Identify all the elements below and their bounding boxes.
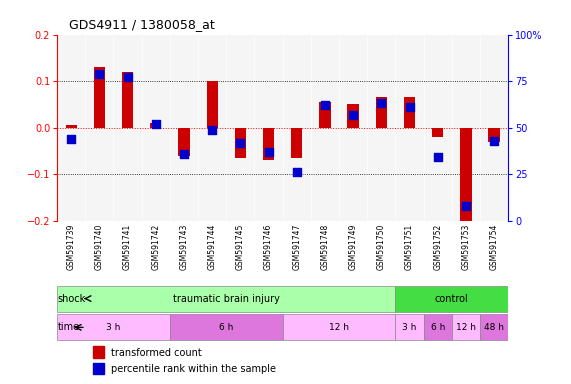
Text: time: time bbox=[58, 322, 80, 333]
Text: percentile rank within the sample: percentile rank within the sample bbox=[111, 364, 276, 374]
Bar bbox=[94, 67, 105, 127]
Point bbox=[348, 112, 357, 118]
Text: GSM591750: GSM591750 bbox=[377, 224, 386, 270]
Text: 6 h: 6 h bbox=[219, 323, 234, 332]
Text: GSM591749: GSM591749 bbox=[349, 224, 357, 270]
FancyBboxPatch shape bbox=[57, 314, 170, 340]
Bar bbox=[93, 346, 104, 358]
Bar bbox=[488, 127, 500, 142]
Text: 48 h: 48 h bbox=[484, 323, 504, 332]
Bar bbox=[432, 127, 443, 137]
Text: GSM591745: GSM591745 bbox=[236, 224, 245, 270]
Text: GSM591739: GSM591739 bbox=[67, 224, 76, 270]
Text: GSM591753: GSM591753 bbox=[461, 224, 471, 270]
Bar bbox=[235, 127, 246, 158]
FancyBboxPatch shape bbox=[395, 286, 508, 311]
Text: GSM591744: GSM591744 bbox=[208, 224, 216, 270]
Bar bbox=[122, 72, 133, 127]
Point bbox=[461, 203, 471, 209]
Point bbox=[208, 126, 217, 132]
Text: 6 h: 6 h bbox=[431, 323, 445, 332]
Bar bbox=[348, 104, 359, 127]
Bar bbox=[207, 81, 218, 127]
FancyBboxPatch shape bbox=[424, 314, 452, 340]
Point bbox=[264, 149, 273, 155]
Text: shock: shock bbox=[58, 293, 86, 304]
Point bbox=[95, 71, 104, 77]
Bar bbox=[319, 102, 331, 127]
Bar bbox=[263, 127, 274, 160]
FancyBboxPatch shape bbox=[57, 286, 395, 311]
Text: GSM591751: GSM591751 bbox=[405, 224, 414, 270]
FancyBboxPatch shape bbox=[170, 314, 283, 340]
FancyBboxPatch shape bbox=[283, 314, 395, 340]
FancyBboxPatch shape bbox=[480, 314, 508, 340]
Point bbox=[377, 100, 386, 106]
Point bbox=[320, 102, 329, 108]
Text: GSM591752: GSM591752 bbox=[433, 224, 442, 270]
Point bbox=[489, 137, 498, 144]
Bar bbox=[460, 127, 472, 225]
FancyBboxPatch shape bbox=[452, 314, 480, 340]
Point bbox=[123, 74, 132, 81]
Bar bbox=[66, 125, 77, 127]
Bar bbox=[178, 127, 190, 156]
Bar bbox=[291, 127, 303, 158]
Text: GDS4911 / 1380058_at: GDS4911 / 1380058_at bbox=[69, 18, 214, 31]
Text: 3 h: 3 h bbox=[106, 323, 120, 332]
Text: GSM591741: GSM591741 bbox=[123, 224, 132, 270]
Point bbox=[433, 154, 443, 161]
Point bbox=[151, 121, 160, 127]
Bar bbox=[150, 123, 162, 127]
Text: control: control bbox=[435, 293, 469, 304]
Point bbox=[179, 151, 188, 157]
Point bbox=[236, 139, 245, 146]
Bar bbox=[376, 98, 387, 127]
Text: GSM591754: GSM591754 bbox=[489, 224, 498, 270]
Text: GSM591742: GSM591742 bbox=[151, 224, 160, 270]
Text: traumatic brain injury: traumatic brain injury bbox=[173, 293, 280, 304]
Point bbox=[67, 136, 76, 142]
Text: GSM591748: GSM591748 bbox=[320, 224, 329, 270]
Text: 12 h: 12 h bbox=[329, 323, 349, 332]
Text: transformed count: transformed count bbox=[111, 348, 202, 358]
Point bbox=[405, 104, 414, 110]
Text: 12 h: 12 h bbox=[456, 323, 476, 332]
FancyBboxPatch shape bbox=[395, 314, 424, 340]
Text: GSM591740: GSM591740 bbox=[95, 224, 104, 270]
Text: 3 h: 3 h bbox=[403, 323, 417, 332]
Text: GSM591743: GSM591743 bbox=[179, 224, 188, 270]
Bar bbox=[93, 363, 104, 374]
Text: GSM591747: GSM591747 bbox=[292, 224, 301, 270]
Bar bbox=[404, 98, 415, 127]
Point bbox=[292, 169, 301, 175]
Text: GSM591746: GSM591746 bbox=[264, 224, 273, 270]
